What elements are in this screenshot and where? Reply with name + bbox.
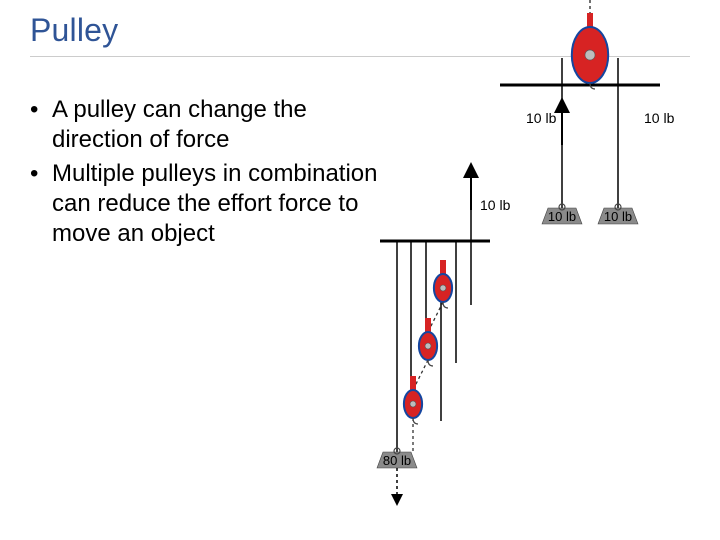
force-label: 10 lb bbox=[526, 110, 556, 126]
force-label: 10 lb bbox=[644, 110, 674, 126]
bullet-item: A pulley can change the direction of for… bbox=[30, 95, 380, 155]
bullet-list: A pulley can change the direction of for… bbox=[30, 95, 380, 253]
weight-label: 80 lb bbox=[383, 453, 411, 468]
diagram-area: 10 lb10 lb10 lb10 lb10 lb80 lb bbox=[390, 0, 720, 540]
force-label: 10 lb bbox=[480, 197, 510, 213]
diagram-svg bbox=[390, 0, 720, 540]
weight-label: 10 lb bbox=[548, 209, 576, 224]
bullet-item: Multiple pulleys in combination can redu… bbox=[30, 159, 380, 249]
weight-label: 10 lb bbox=[604, 209, 632, 224]
